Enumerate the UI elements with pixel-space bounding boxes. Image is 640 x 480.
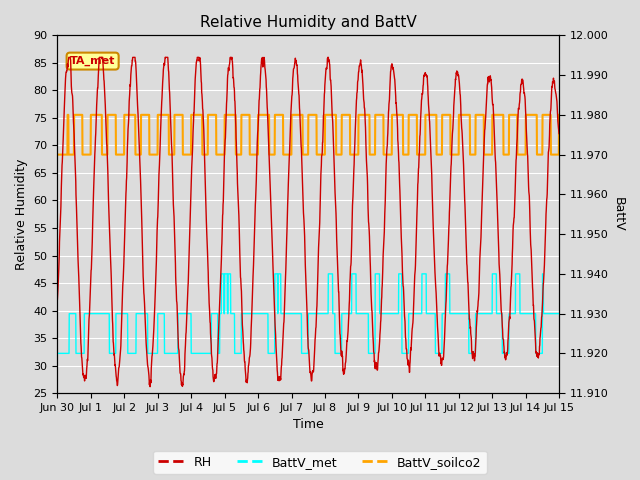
Y-axis label: Relative Humidity: Relative Humidity — [15, 158, 28, 270]
X-axis label: Time: Time — [293, 419, 324, 432]
Legend: RH, BattV_met, BattV_soilco2: RH, BattV_met, BattV_soilco2 — [154, 451, 486, 474]
Y-axis label: BattV: BattV — [612, 197, 625, 231]
Title: Relative Humidity and BattV: Relative Humidity and BattV — [200, 15, 417, 30]
Text: TA_met: TA_met — [70, 56, 115, 66]
